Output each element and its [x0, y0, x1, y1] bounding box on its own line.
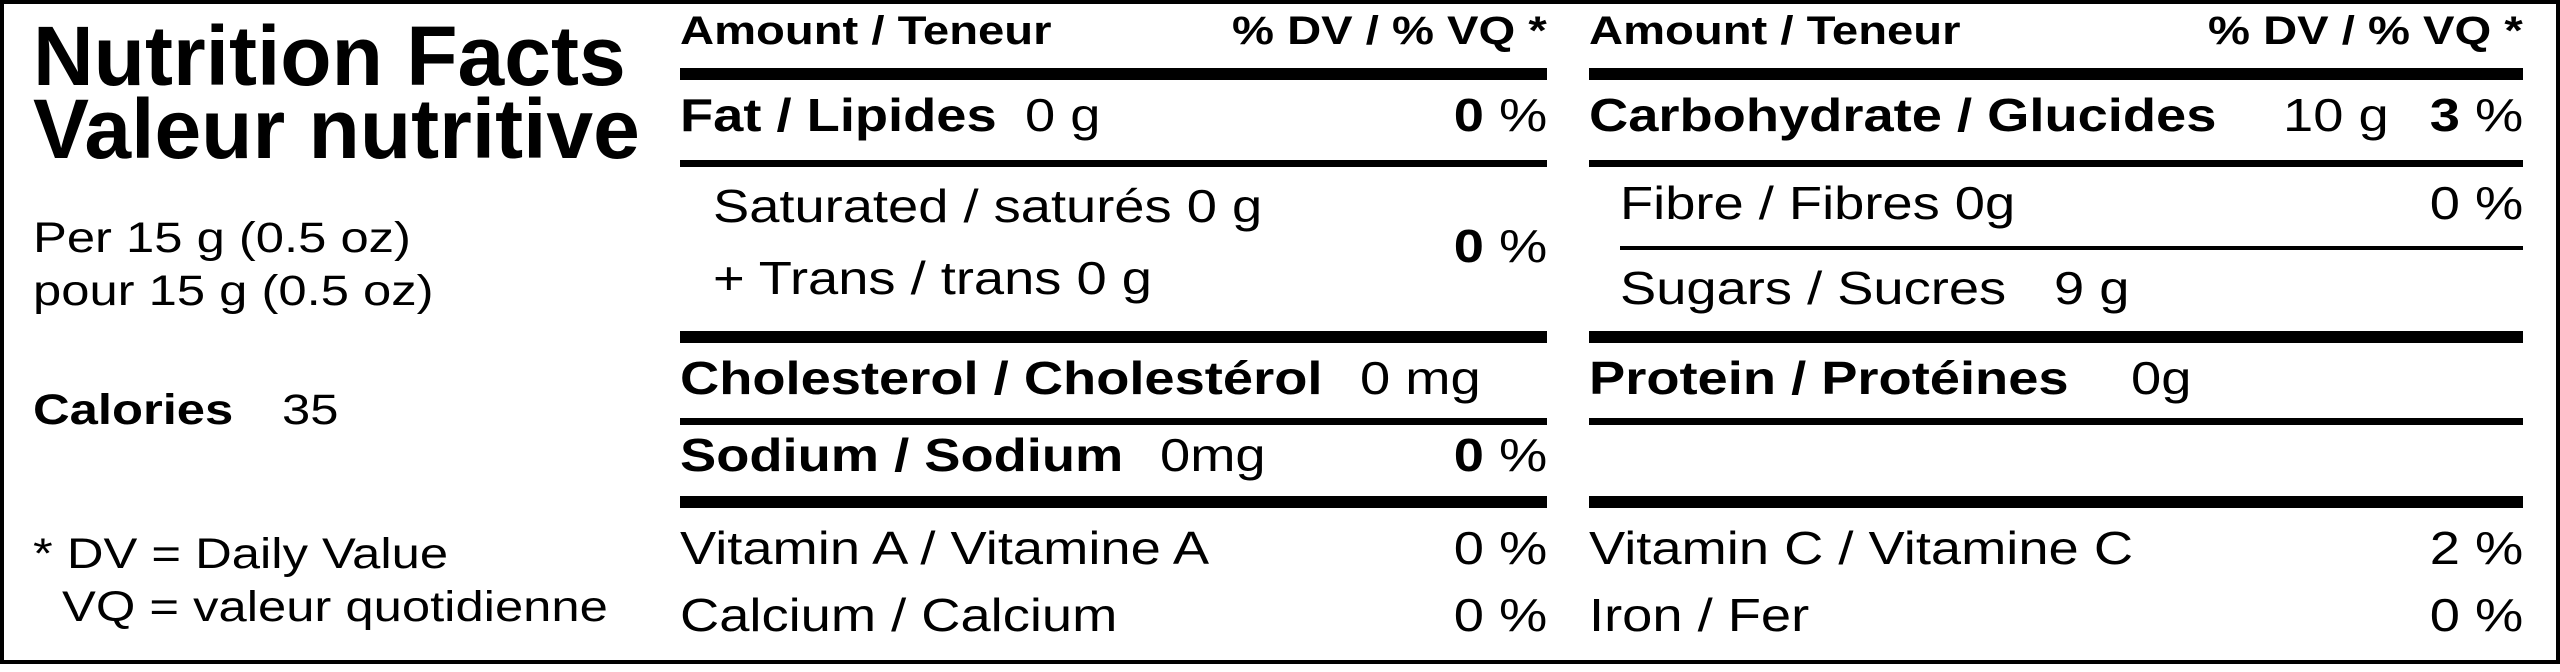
thick-rule	[1589, 496, 2523, 508]
rule	[1589, 418, 2523, 425]
thick-rule	[680, 68, 1547, 80]
header-amount-right: Amount / Teneur	[1589, 9, 1961, 53]
calories-label: Calories	[33, 386, 234, 434]
iron-dv: 0 %	[2429, 589, 2523, 641]
thin-rule	[1620, 246, 2523, 250]
fat-label: Fat / Lipides	[680, 89, 997, 141]
vitamin-a-label: Vitamin A / Vitamine A	[680, 522, 1210, 574]
saturated-trans-dv: 0 %	[1453, 220, 1547, 272]
cholesterol-amount: 0 mg	[1360, 352, 1481, 404]
iron-label: Iron / Fer	[1589, 589, 1810, 641]
thick-rule	[1589, 331, 2523, 343]
sodium-amount: 0mg	[1160, 429, 1266, 481]
sodium-label: Sodium / Sodium	[680, 429, 1124, 481]
vitamin-c-label: Vitamin C / Vitamine C	[1589, 522, 2134, 574]
title-english: Nutrition Facts	[33, 9, 626, 103]
fat-amount: 0 g	[1025, 89, 1101, 141]
protein-label: Protein / Protéines	[1589, 352, 2069, 404]
protein-amount: 0g	[2131, 352, 2192, 404]
calories-value: 35	[282, 386, 339, 434]
calcium-dv: 0 %	[1453, 589, 1547, 641]
header-dv-right: % DV / % VQ *	[2208, 9, 2523, 53]
carbohydrate-dv: 3 %	[2429, 89, 2523, 141]
fibre-dv: 0 %	[2429, 177, 2523, 229]
sugars-amount: 9 g	[2054, 262, 2130, 314]
thick-rule	[680, 331, 1547, 343]
cholesterol-label: Cholesterol / Cholestérol	[680, 352, 1323, 404]
carbohydrate-amount: 10 g	[2283, 89, 2389, 141]
thick-rule	[1589, 68, 2523, 80]
serving-size-french: pour 15 g (0.5 oz)	[33, 267, 434, 315]
rule	[680, 418, 1547, 425]
thick-rule	[680, 496, 1547, 508]
fat-dv: 0 %	[1453, 89, 1547, 141]
sodium-dv: 0 %	[1453, 429, 1547, 481]
calcium-label: Calcium / Calcium	[680, 589, 1118, 641]
header-amount: Amount / Teneur	[680, 9, 1052, 53]
rule	[1589, 160, 2523, 167]
footnote-vq: VQ = valeur quotidienne	[62, 583, 608, 631]
rule	[680, 160, 1547, 167]
vitamin-c-dv: 2 %	[2429, 522, 2523, 574]
fibre-label: Fibre / Fibres 0g	[1620, 177, 2016, 229]
vitamin-a-dv: 0 %	[1453, 522, 1547, 574]
serving-size-english: Per 15 g (0.5 oz)	[33, 214, 411, 262]
title-french: Valeur nutritive	[33, 82, 640, 176]
trans-label: + Trans / trans 0 g	[713, 252, 1152, 304]
footnote-dv: * DV = Daily Value	[33, 530, 449, 578]
carbohydrate-label: Carbohydrate / Glucides	[1589, 89, 2217, 141]
sugars-label: Sugars / Sucres	[1620, 262, 2007, 314]
header-dv: % DV / % VQ *	[1232, 9, 1547, 53]
saturated-label: Saturated / saturés 0 g	[713, 180, 1263, 232]
